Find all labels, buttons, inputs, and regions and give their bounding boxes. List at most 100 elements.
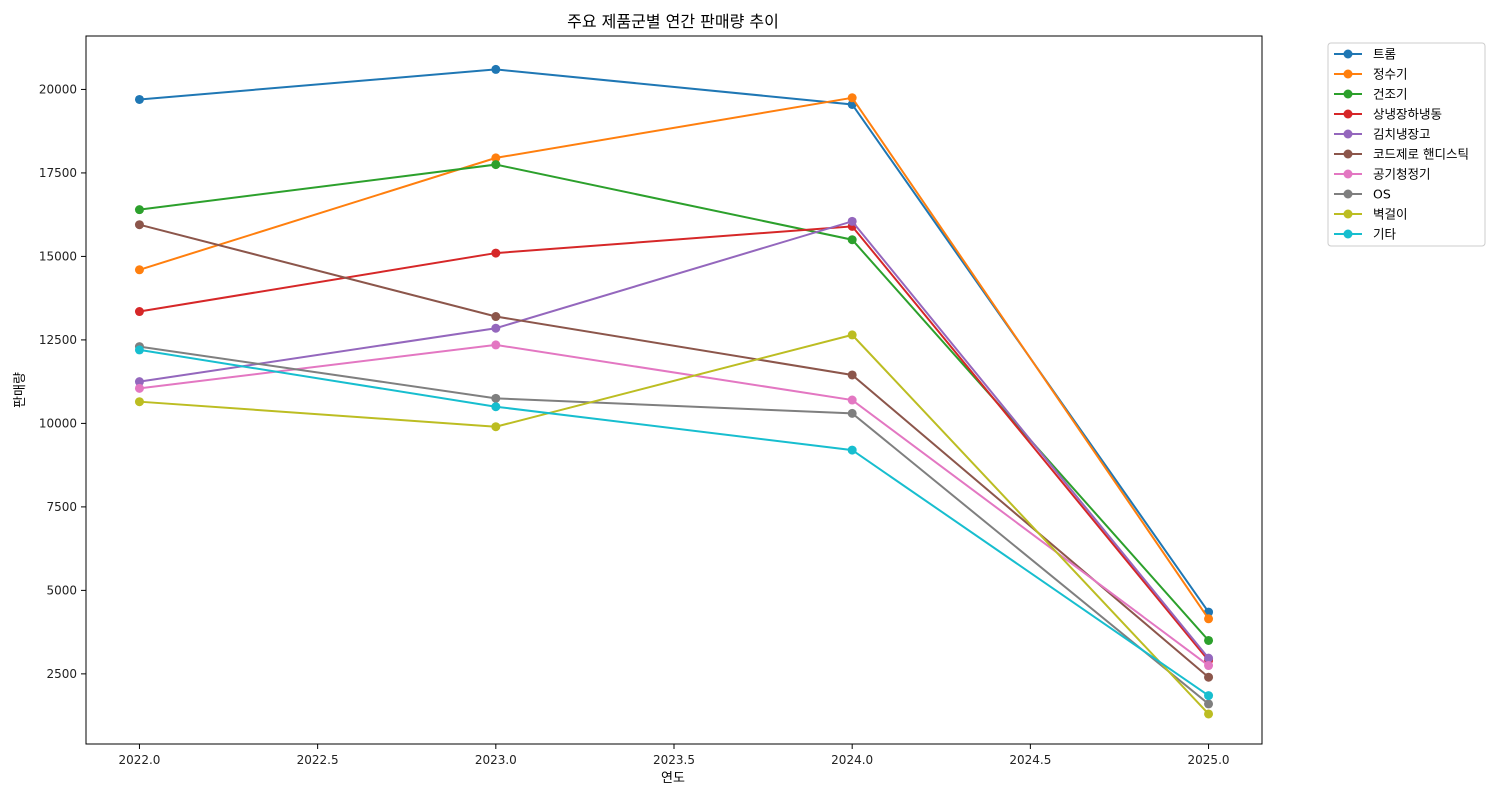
y-tick-label: 20000 [39,82,77,96]
y-tick-label: 17500 [39,166,77,180]
legend-label: 공기청정기 [1373,167,1431,182]
y-tick-label: 7500 [46,500,77,514]
legend-item: 상냉장하냉동 [1334,107,1442,122]
legend-marker [1343,229,1353,239]
x-tick-label: 2024.5 [1009,753,1051,767]
data-point [1204,672,1214,682]
legend-marker [1343,209,1353,219]
legend-item: 건조기 [1334,87,1408,102]
series-lines [134,64,1214,719]
legend-label: OS [1373,187,1391,202]
y-tick-label: 15000 [39,249,77,263]
x-axis: 2022.0 2022.5 2023.0 2023.5 2024.0 2024.5 2025… [118,744,1230,767]
legend-item: 김치냉장고 [1334,127,1431,142]
data-point [1204,661,1214,671]
legend-label: 건조기 [1373,87,1408,102]
plot-area [85,35,1263,745]
y-tick-label: 5000 [46,583,77,597]
x-tick-label: 2023.0 [475,753,517,767]
legend-item: 기타 [1334,227,1397,242]
data-point [847,330,857,340]
data-point [847,445,857,455]
data-point [491,312,501,322]
series-line [139,225,1210,662]
legend-item: 벽걸이 [1334,207,1408,222]
y-tick-label: 2500 [46,667,77,681]
data-point [134,397,144,407]
legend-marker [1343,109,1353,119]
data-point [491,248,501,258]
series-line [139,345,1210,705]
plot-frame [85,35,1263,745]
data-point [134,345,144,355]
data-point [134,383,144,393]
legend-marker [1343,49,1353,59]
data-point [847,395,857,405]
legend-item: 코드제로 핸디스틱 [1334,147,1469,162]
series-line [139,96,1210,620]
data-point [134,307,144,317]
data-point [134,94,144,104]
y-tick-label: 12500 [39,333,77,347]
legend-marker [1343,149,1353,159]
legend-label: 기타 [1373,227,1397,242]
x-tick-label: 2022.0 [118,753,160,767]
series-5 [134,220,1214,682]
x-tick-label: 2022.5 [297,753,339,767]
legend-marker [1343,89,1353,99]
data-point [1204,709,1214,719]
legend-label: 코드제로 핸디스틱 [1373,147,1469,162]
series-line [139,163,1210,642]
chart-title: 주요 제품군별 연간 판매량 추이 [567,12,779,31]
data-point [491,393,501,403]
legend-item: OS [1334,187,1391,202]
x-tick-label: 2025.0 [1188,753,1230,767]
y-tick-label: 10000 [39,416,77,430]
data-point [134,220,144,230]
series-line [139,343,1210,667]
series-0 [134,64,1214,617]
data-point [1204,653,1214,663]
series-6 [134,340,1214,671]
data-point [491,323,501,333]
series-line [139,220,1210,659]
data-point [1204,614,1214,624]
x-tick-label: 2024.0 [831,753,873,767]
data-point [1204,691,1214,701]
series-3 [134,221,1214,666]
data-point [491,402,501,412]
legend-item: 트롬 [1334,47,1396,62]
legend-marker [1343,189,1353,199]
series-line [139,348,1210,697]
series-8 [134,330,1214,719]
data-point [491,160,501,170]
legend-frame [1327,42,1486,247]
series-line [139,333,1210,715]
data-point [847,408,857,418]
y-axis: 2500 5000 7500 10000 12500 15000 17500 20000 [39,82,86,681]
data-point [847,93,857,103]
series-1 [134,93,1214,624]
data-point [847,370,857,380]
series-4 [134,216,1214,663]
data-point [491,422,501,432]
legend-item: 정수기 [1334,67,1408,82]
series-line [139,223,1210,678]
data-point [491,153,501,163]
legend-item: 공기청정기 [1334,167,1431,182]
data-point [491,64,501,74]
legend-label: 벽걸이 [1373,207,1408,222]
data-point [1204,699,1214,709]
data-point [491,340,501,350]
x-tick-label: 2023.5 [653,753,695,767]
data-point [847,235,857,245]
data-point [847,216,857,226]
legend-label: 정수기 [1373,67,1408,82]
legend-label: 김치냉장고 [1373,127,1431,142]
data-point [134,377,144,387]
x-axis-label: 연도 [661,771,685,786]
data-point [134,265,144,275]
series-7 [134,342,1214,709]
legend-marker [1343,69,1353,79]
